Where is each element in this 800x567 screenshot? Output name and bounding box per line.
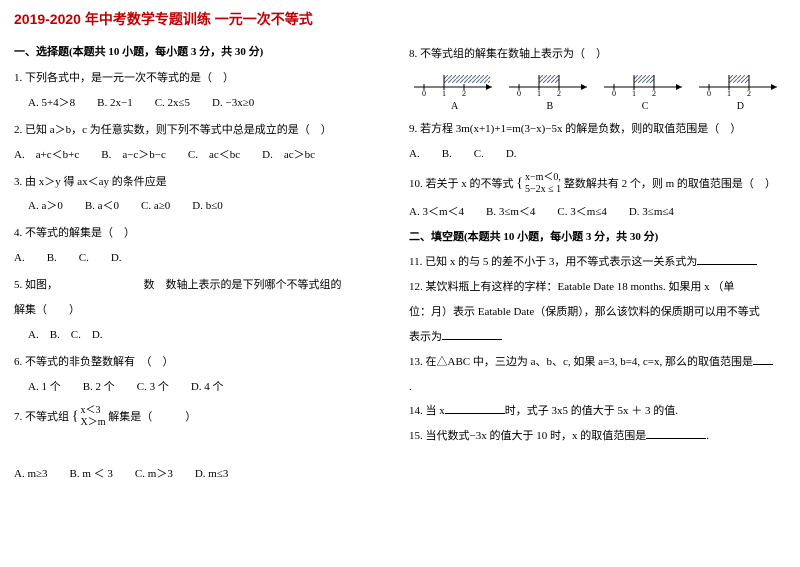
question-7-options: A. m≥3 B. m ＜ 3 C. m＞3 D. m≤3: [14, 464, 391, 485]
question-3-options: A. a＞0 B. a＜0 C. a≥0 D. b≤0: [14, 196, 391, 217]
numberline-b-icon: 0 1 2: [507, 71, 593, 97]
question-1: 1. 下列各式中，是一元一次不等式的是（ ）: [14, 68, 391, 89]
question-5-part-b: 数 数轴上表示的是下列哪个不等式组的: [144, 279, 342, 291]
question-5-part-a: 5. 如图，: [14, 279, 58, 291]
question-2: 2. 已知 a＞b，c 为任意实数，则下列不等式中总是成立的是（ ）: [14, 120, 391, 141]
question-5-part-c: 解集（ ）: [14, 300, 391, 321]
label-b: B: [547, 99, 554, 115]
svg-text:1: 1: [442, 89, 446, 97]
question-10-part-a: 10. 若关于 x 的不等式: [409, 178, 514, 190]
svg-text:0: 0: [517, 89, 521, 97]
svg-text:0: 0: [707, 89, 711, 97]
svg-text:2: 2: [462, 89, 466, 97]
question-7: 7. 不等式组 { x＜3 X＞m 解集是（ ）: [14, 404, 391, 431]
section-2-heading: 二、填空题(本题共 10 小题，每小题 3 分，共 30 分): [409, 229, 786, 247]
question-12-line3: 表示为: [409, 327, 786, 348]
q7-sys-top: x＜3: [80, 405, 105, 417]
question-5-options: A. B. C. D.: [14, 325, 391, 346]
question-9-options: A. B. C. D.: [409, 144, 786, 165]
numberline-d-icon: 0 1 2: [697, 71, 783, 97]
number-line-options: 0 1 2 A 0 1: [409, 71, 786, 115]
svg-text:0: 0: [612, 89, 616, 97]
question-1-options: A. 5+4＞8 B. 2x−1 C. 2x≤5 D. −3x≥0: [14, 93, 391, 114]
question-4: 4. 不等式的解集是（ ）: [14, 223, 391, 244]
question-12-text: 表示为: [409, 331, 442, 343]
question-15-text: 15. 当代数式−3x 的值大于 10 时，x 的取值范围是: [409, 430, 646, 442]
question-5: 5. 如图， 数 数轴上表示的是下列哪个不等式组的: [14, 275, 391, 296]
question-6-options: A. 1 个 B. 2 个 C. 3 个 D. 4 个: [14, 377, 391, 398]
fill-blank: [646, 429, 706, 439]
number-line-d: 0 1 2 D: [695, 71, 786, 115]
number-line-c: 0 1 2 C: [600, 71, 691, 115]
question-10: 10. 若关于 x 的不等式 { x−m＜0, 5−2x ≤ 1 整数解共有 2…: [409, 171, 786, 198]
question-10-options: A. 3＜m＜4 B. 3≤m＜4 C. 3＜m≤4 D. 3≤m≤4: [409, 202, 786, 223]
question-4-options: A. B. C. D.: [14, 248, 391, 269]
inequality-system-icon: { x−m＜0, 5−2x ≤ 1: [516, 171, 561, 198]
svg-text:2: 2: [747, 89, 751, 97]
svg-text:2: 2: [557, 89, 561, 97]
question-7-part-b: 解集是（ ）: [108, 410, 196, 422]
question-13-text: 13. 在△ABC 中，三边为 a、b、c, 如果 a=3, b=4, c=x,…: [409, 356, 753, 368]
question-3: 3. 由 x＞y 得 ax＜ay 的条件应是: [14, 172, 391, 193]
svg-text:2: 2: [652, 89, 656, 97]
question-9: 9. 若方程 3m(x+1)+1=m(3−x)−5x 的解是负数，则的取值范围是…: [409, 119, 786, 140]
question-11-text: 11. 已知 x 的与 5 的差不小于 3，用不等式表示这一关系式为: [409, 256, 697, 268]
left-column: 一、选择题(本题共 10 小题，每小题 3 分，共 30 分) 1. 下列各式中…: [14, 40, 391, 491]
fill-blank: [442, 330, 502, 340]
question-7-part-a: 7. 不等式组: [14, 410, 69, 422]
q10-sys-bot: 5−2x ≤ 1: [525, 184, 561, 196]
q7-sys-bot: X＞m: [80, 417, 105, 429]
label-c: C: [642, 99, 649, 115]
section-1-heading: 一、选择题(本题共 10 小题，每小题 3 分，共 30 分): [14, 44, 391, 62]
number-line-b: 0 1 2 B: [504, 71, 595, 115]
question-10-part-b: 整数解共有 2 个，则 m 的取值范围是（ ）: [564, 178, 776, 190]
q10-sys-top: x−m＜0,: [525, 172, 561, 184]
label-d: D: [737, 99, 744, 115]
fill-blank: [753, 355, 773, 365]
question-14-text-a: 14. 当 x: [409, 405, 445, 417]
right-column: 8. 不等式组的解集在数轴上表示为（ ） 0 1 2 A: [409, 40, 786, 491]
question-14: 14. 当 x 时，式子 3x5 的值大于 5x ＋ 3 的值.: [409, 401, 786, 422]
label-a: A: [451, 99, 458, 115]
question-14-text-b: 时，式子 3x5 的值大于 5x ＋ 3 的值.: [505, 405, 678, 417]
fill-blank: [697, 255, 757, 265]
number-line-a: 0 1 2 A: [409, 71, 500, 115]
question-11: 11. 已知 x 的与 5 的差不小于 3，用不等式表示这一关系式为: [409, 252, 786, 273]
question-12-line1: 12. 某饮料瓶上有这样的字样：Eatable Date 18 months. …: [409, 277, 786, 298]
question-13-end: .: [409, 377, 786, 398]
numberline-a-icon: 0 1 2: [412, 71, 498, 97]
svg-text:0: 0: [422, 89, 426, 97]
question-15: 15. 当代数式−3x 的值大于 10 时，x 的取值范围是.: [409, 426, 786, 447]
fill-blank: [445, 405, 505, 415]
svg-text:1: 1: [727, 89, 731, 97]
svg-text:1: 1: [537, 89, 541, 97]
page-title: 2019-2020 年中考数学专题训练 一元一次不等式: [14, 8, 786, 30]
question-13: 13. 在△ABC 中，三边为 a、b、c, 如果 a=3, b=4, c=x,…: [409, 352, 786, 373]
inequality-system-icon: { x＜3 X＞m: [72, 404, 106, 431]
question-15-end: .: [706, 430, 709, 442]
question-2-options: A. a+c＜b+c B. a−c＞b−c C. ac＜bc D. ac＞bc: [14, 145, 391, 166]
question-6: 6. 不等式的非负整数解有 （ ）: [14, 352, 391, 373]
numberline-c-icon: 0 1 2: [602, 71, 688, 97]
question-8: 8. 不等式组的解集在数轴上表示为（ ）: [409, 44, 786, 65]
two-column-layout: 一、选择题(本题共 10 小题，每小题 3 分，共 30 分) 1. 下列各式中…: [14, 40, 786, 491]
question-12-line2: 位：月）表示 Eatable Date（保质期），那么该饮料的保质期可以用不等式: [409, 302, 786, 323]
svg-text:1: 1: [632, 89, 636, 97]
